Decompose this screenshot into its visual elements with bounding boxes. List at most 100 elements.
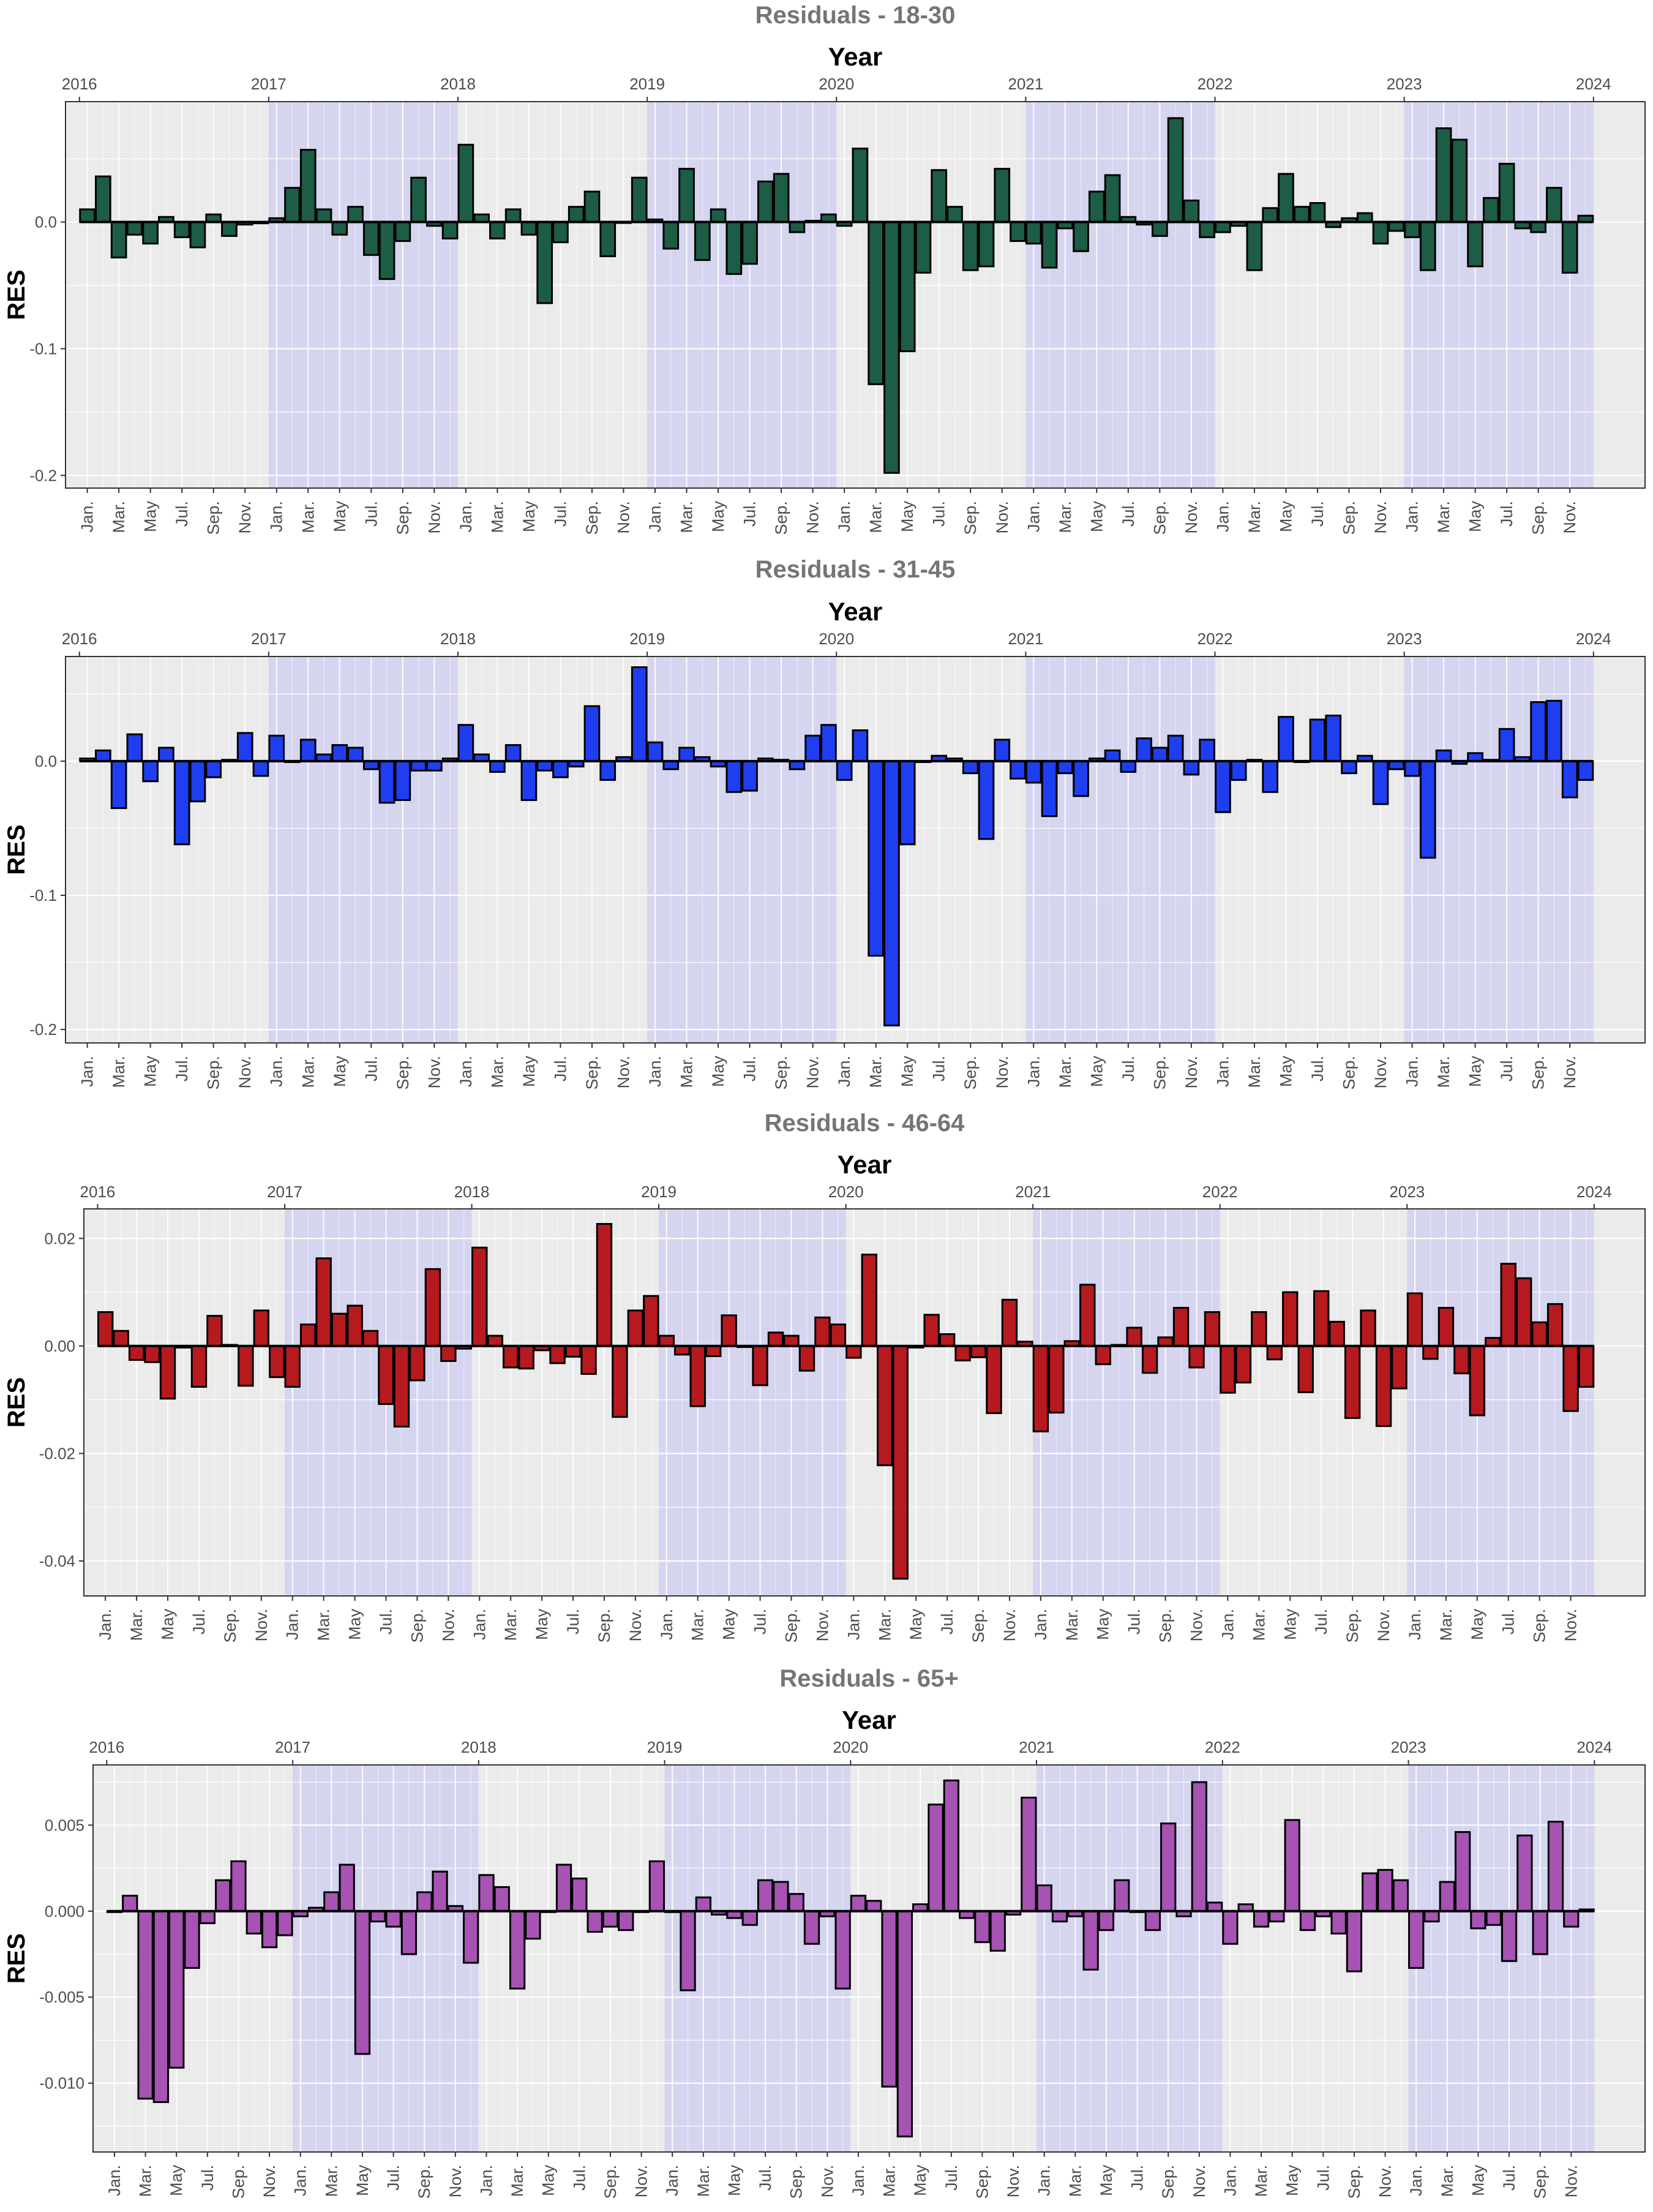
residual-bar	[564, 1345, 582, 1358]
residual-bar	[899, 760, 916, 846]
year-tick-label: 2023	[1389, 1183, 1425, 1201]
residual-bar	[110, 221, 127, 258]
month-tick-label: Jul.	[564, 1609, 582, 1635]
month-tick-label: Sep.	[782, 1609, 801, 1643]
year-tick-label: 2023	[1387, 630, 1422, 648]
residual-bar	[504, 744, 522, 762]
residual-bar	[1157, 1336, 1174, 1347]
month-tick-label: Sep.	[595, 1609, 613, 1643]
highlight-band-2017	[268, 102, 458, 488]
month-tick-label: May	[1281, 1609, 1299, 1641]
month-tick-label: Mar.	[299, 1056, 317, 1088]
y-tick-label: 0.005	[45, 1816, 84, 1834]
residual-bar	[599, 760, 617, 781]
residual-bar	[1344, 1345, 1361, 1419]
residual-bar	[457, 724, 474, 762]
residual-bar	[1531, 1321, 1548, 1347]
residual-bar	[173, 760, 190, 846]
month-tick-label: May	[331, 1056, 349, 1088]
residual-bar	[378, 760, 395, 804]
month-tick-label: May	[898, 501, 916, 533]
month-tick-label: Mar.	[694, 2165, 713, 2197]
month-tick-label: May	[898, 1056, 916, 1088]
residual-bar	[1451, 138, 1468, 224]
month-tick-label: May	[141, 1056, 160, 1088]
residual-bar	[899, 221, 916, 353]
residual-bar	[1025, 221, 1042, 245]
residual-bar	[97, 1311, 114, 1347]
month-tick-label: Mar.	[1056, 1056, 1074, 1088]
month-tick-label: Jul.	[362, 501, 380, 527]
month-tick-label: Jan.	[663, 2165, 681, 2196]
residual-bar	[1088, 190, 1105, 224]
residual-bar	[339, 1864, 355, 1913]
residual-bar	[277, 1910, 293, 1936]
residual-bar	[525, 1910, 541, 1940]
residual-bar	[394, 760, 411, 801]
residual-bar	[471, 1246, 488, 1347]
year-tick-label: 2023	[1391, 1738, 1426, 1756]
month-tick-label: Mar.	[678, 1056, 696, 1088]
residual-bar	[1041, 760, 1058, 818]
month-tick-label: May	[911, 2165, 929, 2197]
year-tick-label: 2021	[1019, 1738, 1054, 1756]
residual-bar	[820, 724, 837, 762]
month-tick-label: Sep.	[1156, 1609, 1175, 1643]
residual-bar	[883, 760, 900, 1027]
month-tick-label: May	[331, 501, 349, 533]
month-tick-label: Sep.	[969, 1609, 988, 1643]
residual-bar	[236, 732, 253, 762]
residual-bar	[1546, 699, 1562, 762]
residual-bar	[426, 760, 443, 772]
month-tick-label: Nov.	[425, 1056, 443, 1089]
month-tick-label: Jan.	[1032, 1609, 1050, 1640]
month-tick-label: Jan.	[1218, 1609, 1237, 1640]
month-tick-label: Nov.	[818, 2165, 836, 2198]
residual-bar	[424, 1268, 441, 1347]
residual-bar	[1391, 1345, 1407, 1390]
residual-bar	[347, 206, 364, 224]
plot-border	[83, 1208, 1646, 1597]
y-tick-label: -0.1	[29, 339, 57, 358]
residual-bar	[1372, 221, 1389, 245]
month-tick-label: Mar.	[488, 501, 506, 533]
residual-bar	[1082, 1910, 1099, 1971]
month-tick-label: Jul.	[1119, 1056, 1138, 1082]
month-tick-label: Sep.	[583, 1056, 601, 1090]
month-tick-label: Mar.	[1056, 501, 1074, 533]
residuals-panel: Residuals - 65+ Year RES -0.010 -0.005 0.000 0…	[3, 1665, 1646, 2199]
month-tick-label: Nov.	[993, 501, 1011, 534]
residual-bar	[1485, 1910, 1502, 1926]
residual-bar	[1206, 1902, 1223, 1913]
residual-bar	[440, 1345, 457, 1362]
x-axis-title: Year	[828, 597, 883, 626]
panel-title: Residuals - 65+	[779, 1665, 958, 1692]
plot-border	[65, 656, 1646, 1044]
residual-bar	[142, 221, 159, 245]
residual-bar	[1010, 760, 1026, 780]
residual-bar	[144, 1345, 160, 1363]
residual-bar	[536, 221, 553, 304]
residual-bar	[1220, 1345, 1236, 1394]
month-tick-label: Jan.	[457, 1056, 475, 1087]
month-tick-label: Sep.	[1159, 2165, 1177, 2199]
residual-bar	[789, 221, 806, 233]
month-tick-label: Sep.	[1529, 1056, 1548, 1090]
residual-bar	[520, 760, 538, 801]
residual-bar	[206, 1315, 223, 1347]
residual-bar	[122, 1894, 138, 1913]
residual-bar	[1561, 221, 1578, 274]
month-tick-label: May	[1087, 1056, 1106, 1088]
month-tick-label: Jul.	[942, 2165, 961, 2191]
residuals-panel: Residuals - 46-64 Year RES -0.04 -0.02 0.00 0.…	[3, 1110, 1646, 1643]
y-tick-label: -0.1	[29, 886, 57, 905]
residual-bar	[168, 1910, 185, 2069]
residual-bar	[994, 739, 1011, 762]
residual-bar	[1546, 187, 1562, 224]
residual-bar	[1098, 1910, 1115, 1932]
residual-bar	[394, 221, 411, 243]
month-tick-label: Mar.	[1063, 1609, 1081, 1641]
month-tick-label: Jul.	[551, 1056, 569, 1082]
month-tick-label: Nov.	[236, 501, 254, 534]
residual-bar	[1532, 1910, 1548, 1955]
